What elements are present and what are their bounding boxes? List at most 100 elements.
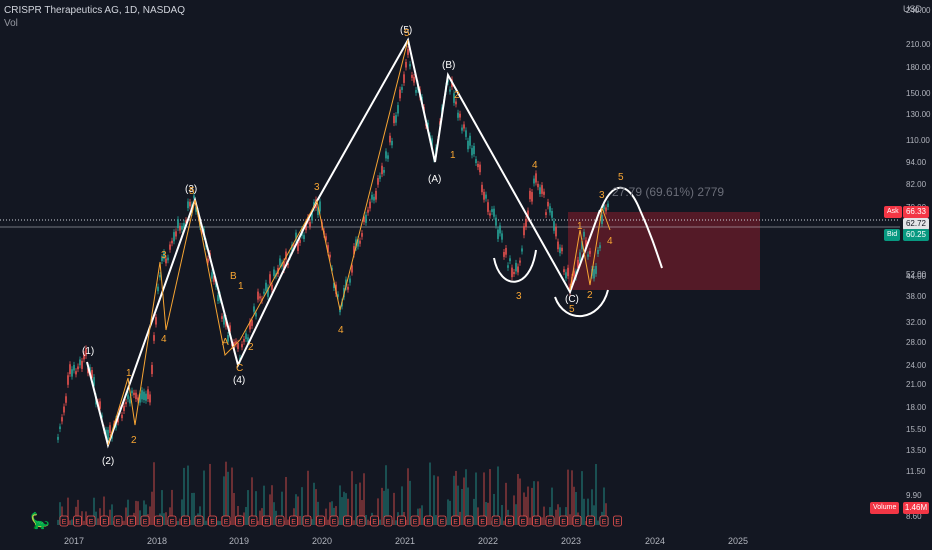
earnings-marker[interactable]: E [181,515,190,527]
candle-body [487,202,489,212]
candle-body [499,225,501,234]
candle-body [469,135,471,146]
price-tick-label: 9.90 [906,491,922,500]
earnings-marker[interactable]: E [613,515,622,527]
earnings-marker[interactable]: E [424,515,433,527]
volume-bar [269,494,271,525]
volume-bar [477,507,479,525]
candle-body [403,74,405,83]
volume-bar [69,520,71,525]
earnings-marker[interactable]: E [275,515,285,527]
earnings-marker[interactable]: E [302,515,312,527]
earnings-marker[interactable]: E [572,515,582,527]
candle-body [459,113,461,118]
earnings-marker[interactable]: E [248,515,258,527]
volume-bar [111,504,113,525]
candle-body [227,335,229,342]
earnings-marker[interactable]: E [221,515,231,527]
volume-bar [85,511,87,525]
volume-bar [193,492,195,525]
candle-body [519,260,521,263]
svg-text:C: C [236,363,243,374]
earnings-marker[interactable]: E [73,515,82,527]
earnings-marker[interactable]: E [586,515,595,527]
price-tick-label: 110.00 [906,136,930,145]
earnings-marker[interactable]: E [410,515,420,527]
svg-text:E: E [534,519,539,526]
earnings-marker[interactable]: E [599,515,609,527]
earnings-marker[interactable]: E [532,515,541,527]
earnings-marker[interactable]: E [370,515,379,527]
volume-bar [307,470,309,525]
earnings-marker[interactable]: E [194,515,204,527]
price-axis[interactable]: 240.00 210.00 180.00 150.00 130.00 110.00 94.0… [906,6,931,521]
candle-body [477,163,479,168]
earnings-marker[interactable]: E [559,515,568,527]
earnings-marker[interactable]: E [167,515,177,527]
svg-text:E: E [372,519,377,526]
volume-bar [149,506,151,525]
candle-body [479,164,481,173]
candle-body [189,201,191,207]
volume-bar [261,508,263,525]
earnings-marker[interactable]: E [262,515,271,527]
svg-text:4: 4 [161,334,167,345]
svg-text:E: E [561,519,566,526]
volume-bar [597,520,599,525]
earnings-marker[interactable]: E [451,515,460,527]
earnings-marker[interactable]: E [356,515,366,527]
earnings-marker[interactable]: E [113,515,123,527]
candle-body [547,201,549,207]
volume-bar [139,510,141,525]
volume-bar [165,512,167,525]
svg-text:4: 4 [532,160,538,171]
earnings-marker[interactable]: E [383,515,393,527]
candle-body [513,272,515,275]
candle-body [269,274,271,284]
candle-body [553,221,555,231]
wave-label-4: (4) [233,375,245,386]
candle-body [85,348,87,356]
svg-text:E: E [575,519,580,526]
volume-bar [569,514,571,525]
candle-body [607,203,609,208]
volume-bar [541,517,543,525]
svg-text:E: E [278,519,283,526]
candle-body [99,401,101,409]
earnings-marker[interactable]: E [289,515,298,527]
earnings-marker[interactable]: E [545,515,555,527]
earnings-marker[interactable]: E [437,515,447,527]
earnings-marker[interactable]: E [235,515,244,527]
volume-bar [429,462,431,525]
earnings-marker[interactable]: E [208,515,217,527]
earnings-marker[interactable]: E [464,515,474,527]
earnings-marker[interactable]: E [59,515,69,527]
svg-text:E: E [170,519,175,526]
time-axis[interactable]: 2017 2018 2019 2020 2021 2022 2023 2024 2025 [64,536,748,546]
candle-body [267,287,269,297]
wave-label-A: (A) [428,174,441,185]
volume-bar [437,476,439,525]
ask-label: Ask [884,206,902,218]
volume-bar [343,491,345,525]
earnings-marker[interactable]: E [518,515,528,527]
earnings-marker[interactable]: E [86,515,96,527]
earnings-marker[interactable]: E [505,515,514,527]
svg-text:2: 2 [454,90,460,101]
earnings-marker[interactable]: E [343,515,352,527]
earnings-marker[interactable]: E [491,515,501,527]
candle-body [223,314,225,325]
earnings-marker[interactable]: E [154,515,163,527]
earnings-marker[interactable]: E [127,515,136,527]
earnings-marker[interactable]: E [478,515,487,527]
candle-body [525,218,527,228]
earnings-marker[interactable]: E [316,515,325,527]
volume-bar [475,472,477,525]
earnings-marker[interactable]: E [329,515,339,527]
earnings-marker[interactable]: E [397,515,406,527]
volume-bar [311,519,313,525]
earnings-marker[interactable]: E [100,515,109,527]
earnings-marker[interactable]: E [140,515,150,527]
